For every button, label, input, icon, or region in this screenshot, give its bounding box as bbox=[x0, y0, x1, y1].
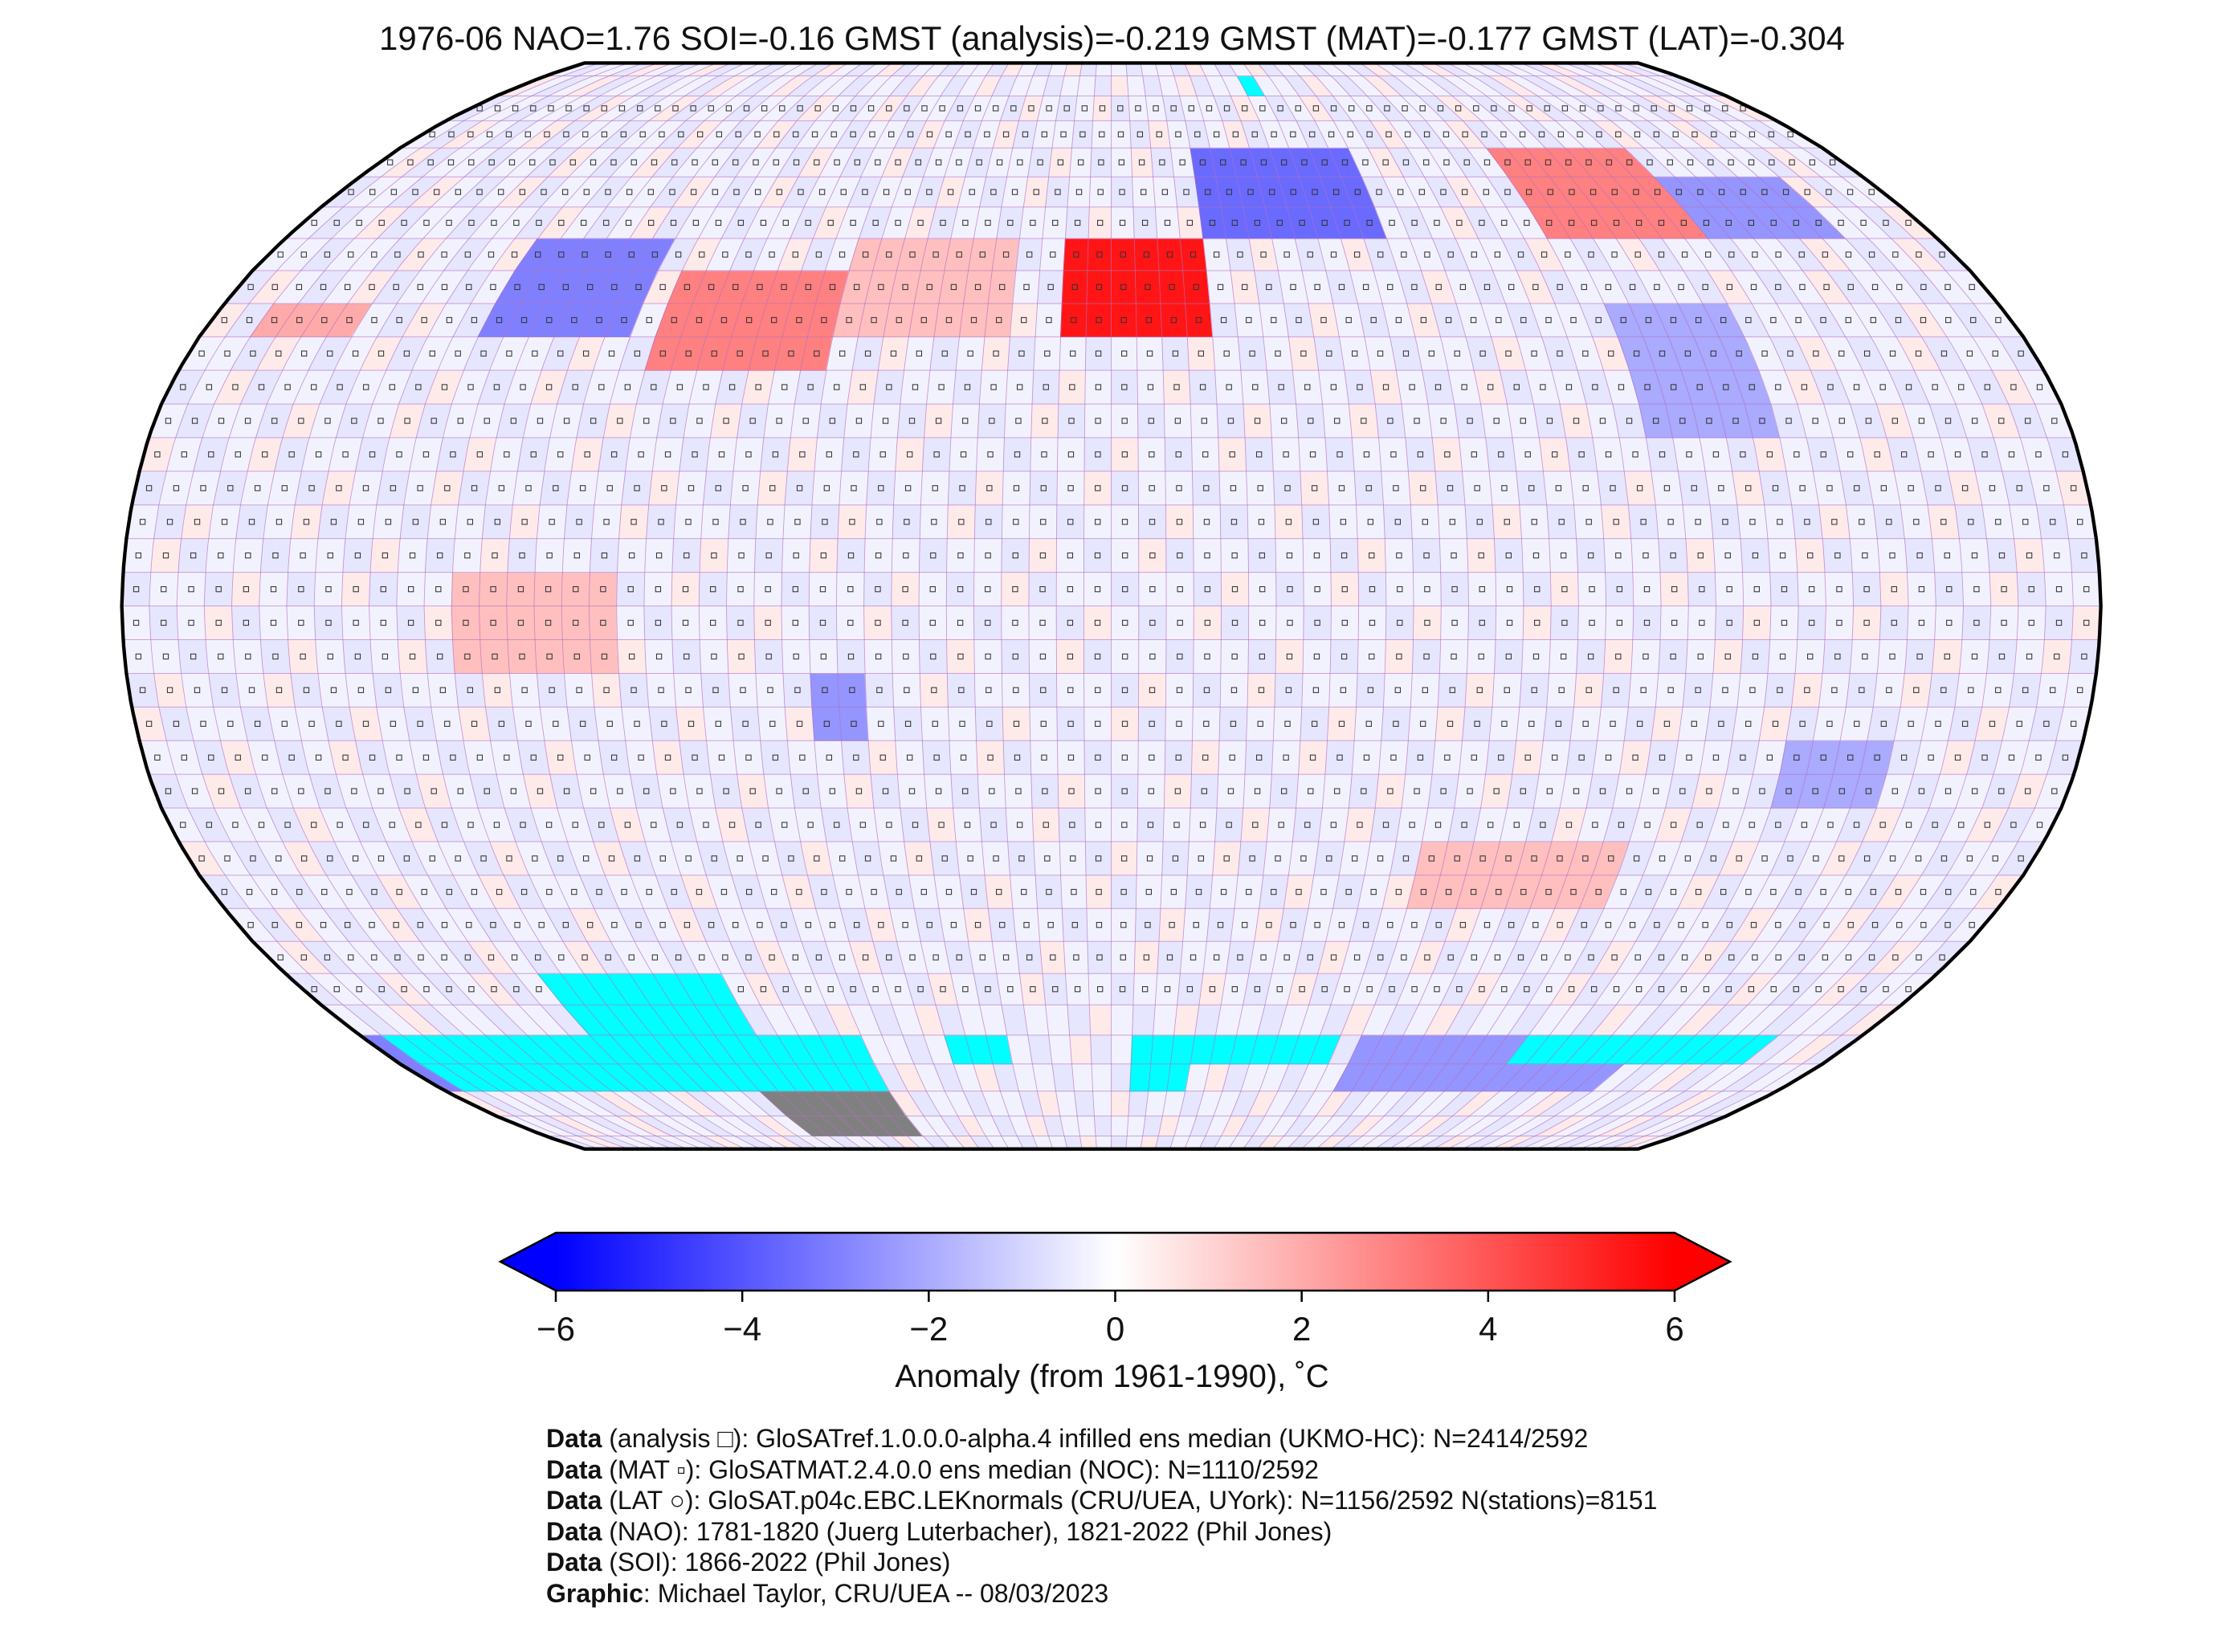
credit-line: Data (MAT ▫): GloSATMAT.2.4.0.0 ens medi… bbox=[546, 1454, 1319, 1484]
colorbar-tick-label: 2 bbox=[1292, 1310, 1311, 1348]
colorbar-gradient bbox=[556, 1233, 1675, 1291]
data-credits: Data (analysis □): GloSATref.1.0.0.0-alp… bbox=[546, 1423, 1657, 1609]
credit-line: Data (LAT ○): GloSAT.p04c.EBC.LEKnormals… bbox=[546, 1486, 1658, 1515]
credit-line: Data (NAO): 1781-1820 (Juerg Luterbacher… bbox=[546, 1516, 1332, 1546]
colorbar-tick-label: −4 bbox=[723, 1310, 761, 1348]
credit-line: Data (analysis □): GloSATref.1.0.0.0-alp… bbox=[546, 1424, 1589, 1453]
colorbar-label: Anomaly (from 1961-1990), ˚C bbox=[895, 1359, 1329, 1394]
colorbar-tick-label: 4 bbox=[1479, 1310, 1497, 1348]
map-title: 1976-06 NAO=1.76 SOI=-0.16 GMST (analysi… bbox=[378, 19, 1846, 57]
colorbar-ticks: −6 −4 −2 0 2 4 6 bbox=[537, 1291, 1684, 1348]
colorbar-tick-label: 6 bbox=[1665, 1310, 1683, 1348]
colorbar-extend-high bbox=[1675, 1233, 1730, 1291]
world-anomaly-map bbox=[120, 61, 2103, 1151]
credit-line: Data (SOI): 1866-2022 (Phil Jones) bbox=[546, 1548, 951, 1577]
credit-line: Graphic: Michael Taylor, CRU/UEA -- 08/0… bbox=[546, 1578, 1109, 1608]
colorbar-body bbox=[498, 1231, 1732, 1292]
colorbar-tick-label: 0 bbox=[1106, 1310, 1124, 1348]
colorbar-extend-low bbox=[500, 1233, 556, 1291]
colorbar-tick-label: −2 bbox=[909, 1310, 948, 1348]
colorbar-tick-label: −6 bbox=[537, 1310, 575, 1348]
colorbar: −6 −4 −2 0 2 4 6 bbox=[498, 1231, 1732, 1348]
